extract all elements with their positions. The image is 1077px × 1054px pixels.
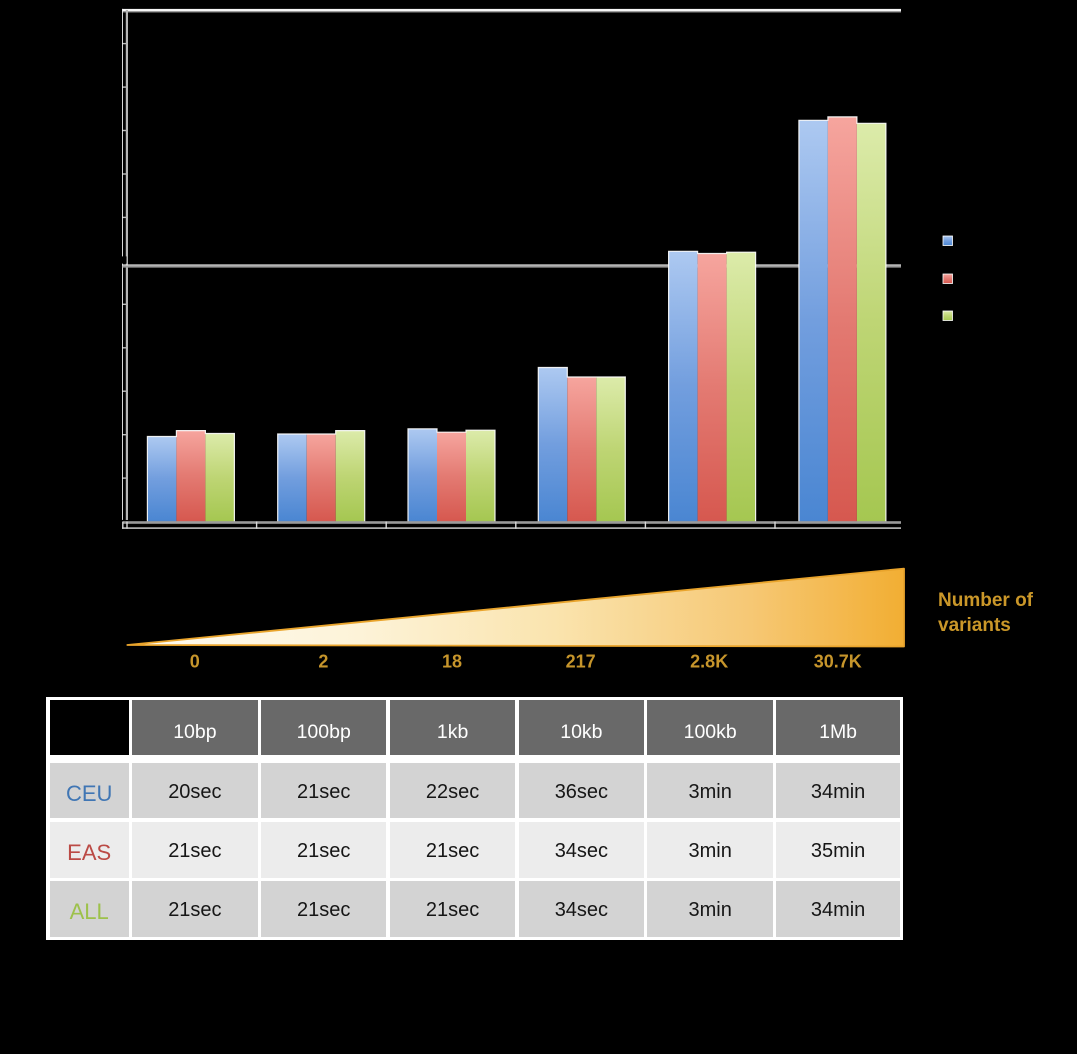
svg-text:30.7K: 30.7K	[814, 652, 862, 672]
svg-text:217: 217	[566, 652, 596, 672]
svg-text:18: 18	[442, 652, 462, 672]
svg-text:2.8K: 2.8K	[690, 652, 728, 672]
svg-text:0: 0	[190, 652, 200, 672]
svg-text:Number of: Number of	[938, 590, 1034, 611]
svg-text:2: 2	[318, 652, 328, 672]
svg-text:variants: variants	[938, 615, 1011, 636]
